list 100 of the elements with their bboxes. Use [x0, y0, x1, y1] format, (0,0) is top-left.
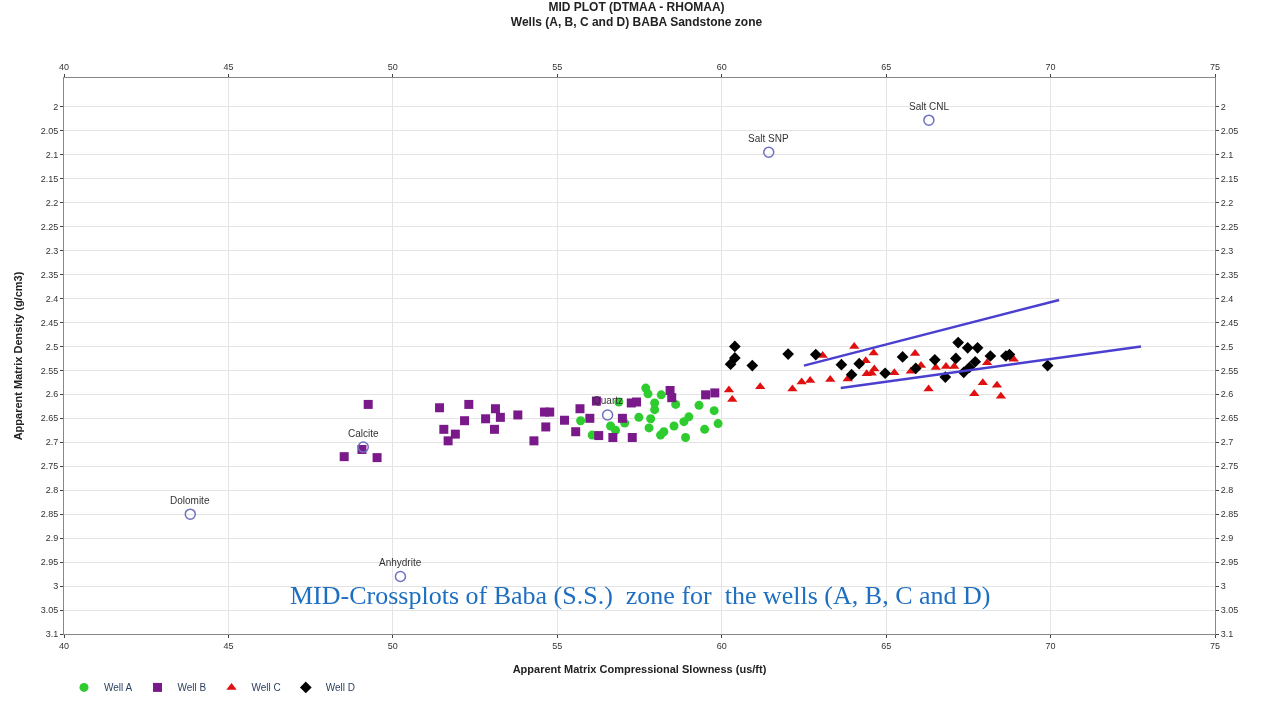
y2-tick-label: 2.15 [1220, 173, 1239, 184]
point [634, 412, 644, 422]
point [490, 404, 500, 414]
x2-tick-label: 65 [881, 640, 892, 651]
x-tick-label: 50 [387, 62, 398, 73]
x2-tick-label: 45 [223, 640, 234, 651]
point [845, 368, 858, 381]
annotation: Salt CNL [909, 101, 950, 112]
point [667, 393, 677, 403]
point [481, 414, 491, 424]
point [969, 389, 980, 397]
y2-tick-label: 2.2 [1220, 197, 1234, 208]
point [710, 388, 720, 398]
point [594, 431, 604, 441]
point [923, 114, 935, 126]
point [1008, 354, 1019, 362]
point [650, 405, 660, 415]
legend-label: Well C [251, 682, 281, 694]
y2-tick-label: 2.3 [1220, 245, 1234, 256]
y-tick-label: 2.45 [40, 317, 59, 328]
point [961, 342, 974, 354]
y-tick-label: 2.95 [40, 557, 59, 568]
x-tick-label: 45 [223, 62, 234, 73]
y2-tick-label: 2.1 [1220, 149, 1234, 160]
point [575, 404, 585, 414]
point [709, 406, 719, 416]
annotation: Anhydrite [379, 557, 422, 568]
point [835, 358, 848, 371]
x-tick-label: 55 [552, 62, 563, 73]
y-tick-label: 2.3 [45, 245, 59, 256]
point [671, 399, 681, 409]
point [545, 407, 555, 417]
y-tick-label: 2 [53, 101, 59, 112]
point [450, 429, 460, 439]
y2-tick-label: 2.25 [1220, 221, 1239, 232]
point [969, 355, 982, 368]
x-tick-label: 75 [1209, 62, 1221, 73]
point [541, 422, 551, 432]
point [394, 570, 407, 583]
point [435, 403, 445, 413]
y-tick-label: 2.8 [45, 485, 59, 496]
x2-tick-label: 75 [1209, 640, 1221, 651]
y2-tick-label: 2.05 [1220, 125, 1239, 136]
point [560, 415, 570, 425]
annotation: Salt SNP [748, 133, 789, 144]
y2-tick-label: 2.5 [1220, 341, 1234, 352]
y2-tick-label: 2.4 [1220, 293, 1234, 304]
y-tick-label: 3 [53, 581, 59, 592]
y2-tick-label: 2.65 [1220, 413, 1239, 424]
point [700, 424, 710, 434]
point [627, 432, 637, 442]
point [529, 436, 539, 446]
point [363, 399, 373, 409]
y-tick-label: 3.1 [45, 629, 59, 640]
legend-label: Well A [104, 682, 133, 694]
point [489, 424, 499, 434]
y-tick-label: 2.2 [45, 197, 59, 208]
x2-tick-label: 55 [552, 640, 563, 651]
y2-tick-label: 2.7 [1220, 437, 1234, 448]
point [928, 353, 941, 366]
annotation: MID-Crossplots of Baba (S.S.) zone for the wells (A, B, C and D) [290, 581, 991, 610]
point [184, 508, 197, 520]
y2-tick-label: 2.55 [1220, 365, 1239, 376]
point [746, 359, 759, 372]
annotation: Quartz [593, 395, 624, 406]
point [782, 348, 794, 360]
point [853, 357, 866, 370]
point [909, 362, 922, 375]
y-tick-label: 2.6 [45, 389, 59, 400]
point [694, 400, 704, 410]
point [950, 352, 962, 365]
y-tick-label: 2.5 [45, 341, 59, 352]
point [513, 410, 523, 420]
legend-label: Well B [177, 682, 207, 694]
y-tick-label: 2.1 [45, 149, 59, 160]
y2-tick-label: 2.6 [1220, 389, 1234, 400]
y2-tick-label: 2.8 [1220, 485, 1234, 496]
point [796, 377, 807, 385]
point [952, 336, 965, 349]
y2-tick-label: 3 [1220, 581, 1226, 592]
point [439, 424, 449, 434]
point [656, 390, 666, 400]
point [849, 341, 860, 349]
x-tick-label: 65 [881, 62, 892, 73]
x-tick-label: 40 [58, 62, 70, 73]
point [889, 368, 900, 376]
y-tick-label: 2.9 [45, 533, 59, 544]
y-axis-title: Apparent Matrix Density (g/cm3) [12, 271, 25, 441]
chart-subtitle: Wells (A, B, C and D) BABA Sandstone zone [510, 15, 763, 30]
y2-tick-label: 2.75 [1220, 461, 1239, 472]
point [339, 452, 349, 462]
y2-tick-label: 2.9 [1220, 533, 1234, 544]
point [643, 389, 653, 399]
point [669, 421, 679, 431]
point [684, 412, 694, 422]
annotation: Dolomite [170, 495, 210, 506]
point [729, 340, 741, 353]
point [701, 390, 711, 400]
chart-title: MID PLOT (DTMAA - RHOMAA) [548, 0, 725, 14]
point [724, 358, 737, 370]
